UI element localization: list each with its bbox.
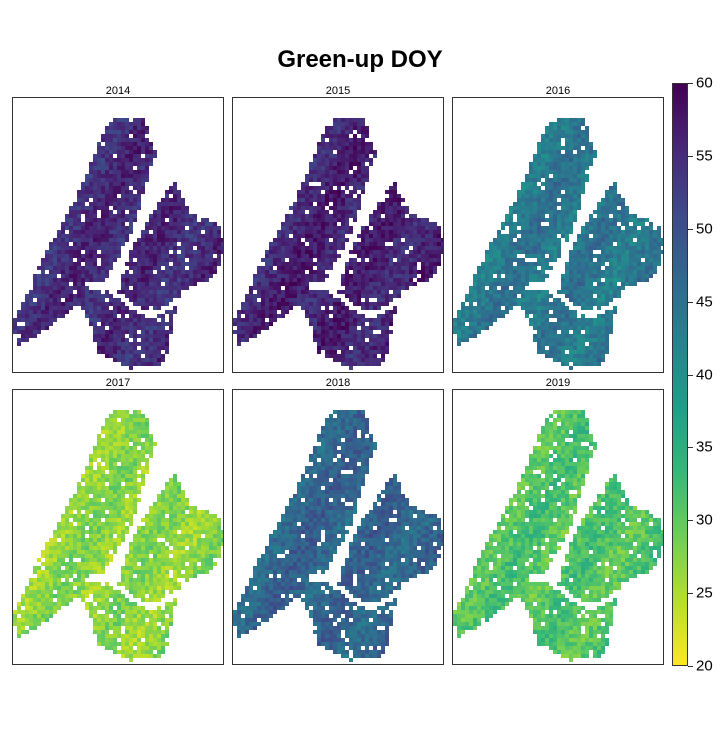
panel-label-2018: 2018 (325, 377, 351, 389)
colorbar-tick-mark (688, 520, 693, 522)
colorbar-tick-label: 45 (696, 293, 713, 311)
panel-label-2014: 2014 (105, 85, 131, 97)
colorbar-tick-label: 40 (696, 366, 713, 383)
colorbar-tick-label: 20 (696, 657, 713, 675)
panel-label-2015: 2015 (325, 85, 351, 97)
raster-2017 (13, 410, 223, 662)
raster-2015 (233, 118, 443, 370)
raster-2018 (233, 410, 443, 662)
colorbar-tick-label: 60 (696, 74, 713, 92)
colorbar-tick-mark (688, 666, 693, 667)
colorbar-tick-label: 25 (696, 584, 713, 602)
colorbar (672, 83, 688, 666)
colorbar-tick-label: 55 (696, 147, 713, 165)
raster-cells (13, 410, 223, 662)
raster-panel-2016 (452, 97, 664, 373)
raster-panel-2015 (232, 97, 444, 373)
panel-label-2019: 2019 (545, 377, 571, 389)
colorbar-tick-mark (688, 447, 693, 449)
raster-cells (13, 118, 223, 370)
raster-2014 (13, 118, 223, 370)
panel-label-2016: 2016 (545, 85, 571, 97)
raster-cells (453, 410, 663, 662)
colorbar-tick-label: 30 (696, 511, 713, 529)
colorbar-tick-label: 35 (696, 438, 713, 456)
raster-panel-2018 (232, 389, 444, 665)
chart-title: Green-up DOY (277, 46, 443, 73)
colorbar-tick-label: 50 (696, 220, 713, 238)
raster-panel-2019 (452, 389, 664, 665)
colorbar-tick-mark (688, 301, 693, 303)
colorbar-tick-mark (688, 593, 693, 595)
raster-cells (233, 410, 443, 662)
raster-2019 (453, 410, 663, 662)
raster-panel-2014 (12, 97, 224, 373)
raster-cells (233, 118, 443, 370)
colorbar-tick-mark (688, 83, 693, 84)
colorbar-tick-mark (688, 155, 693, 157)
raster-cells (453, 118, 663, 370)
colorbar-tick-mark (688, 228, 693, 230)
colorbar-tick-mark (688, 374, 693, 376)
panel-label-2017: 2017 (105, 377, 131, 389)
raster-panel-2017 (12, 389, 224, 665)
raster-2016 (453, 118, 663, 370)
